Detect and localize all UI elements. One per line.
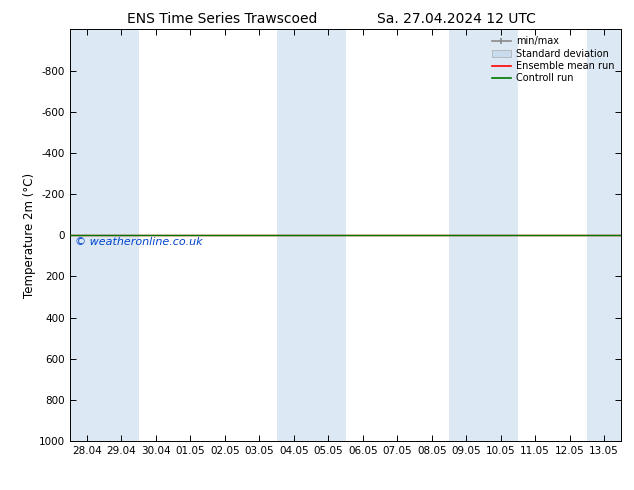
Bar: [70, 29, 104, 441]
Text: ENS Time Series Trawscoed: ENS Time Series Trawscoed: [127, 12, 317, 26]
Bar: [483, 29, 518, 441]
Text: Sa. 27.04.2024 12 UTC: Sa. 27.04.2024 12 UTC: [377, 12, 536, 26]
Bar: [449, 29, 483, 441]
Bar: [276, 29, 311, 441]
Bar: [587, 29, 621, 441]
Y-axis label: Temperature 2m (°C): Temperature 2m (°C): [23, 172, 36, 298]
Text: © weatheronline.co.uk: © weatheronline.co.uk: [75, 237, 203, 247]
Bar: [311, 29, 346, 441]
Bar: [104, 29, 139, 441]
Legend: min/max, Standard deviation, Ensemble mean run, Controll run: min/max, Standard deviation, Ensemble me…: [489, 34, 616, 85]
